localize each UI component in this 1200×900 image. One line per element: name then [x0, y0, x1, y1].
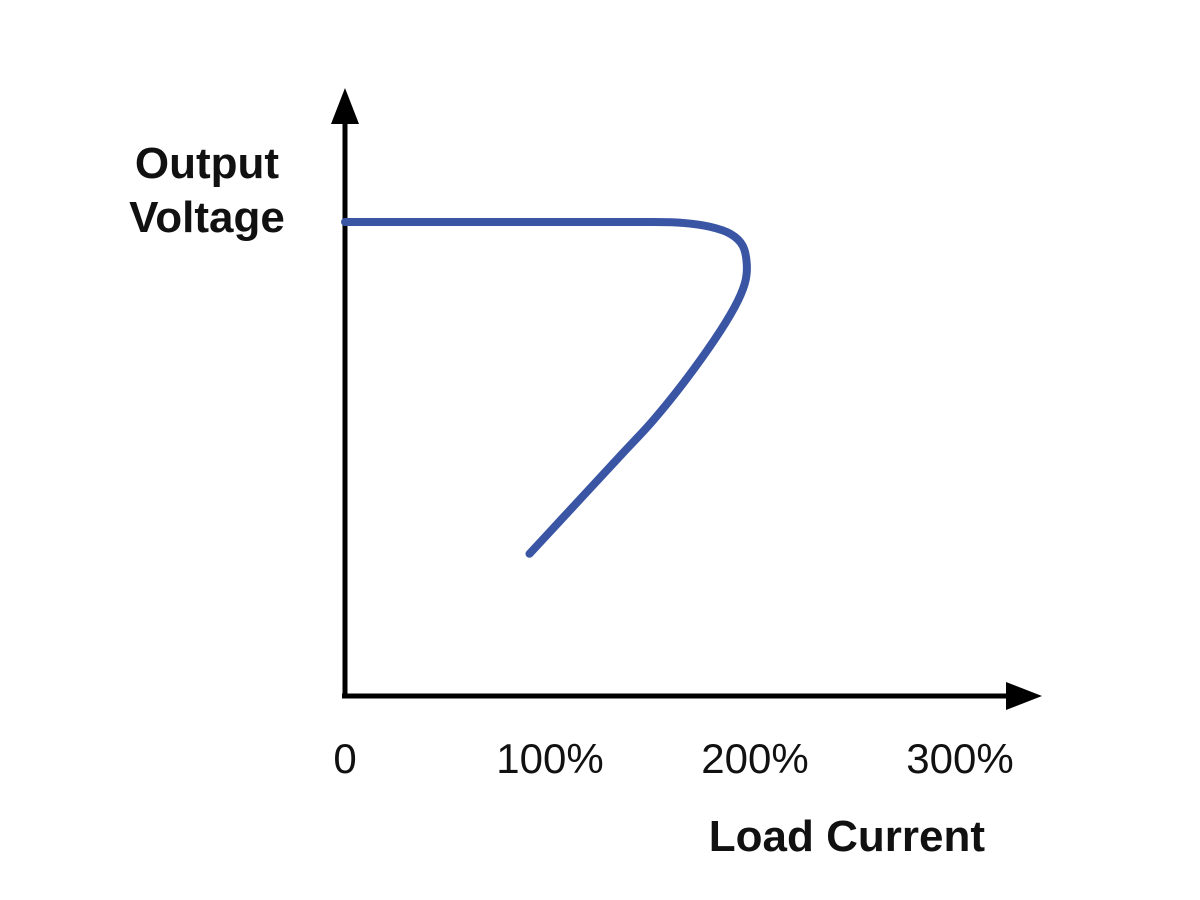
x-tick-label: 100%: [496, 735, 603, 782]
x-tick-label: 0: [333, 735, 356, 782]
y-axis-label-line-1: Output: [135, 139, 280, 188]
series-group: [341, 217, 751, 558]
x-axis-arrow-icon: [1006, 682, 1042, 710]
x-tick-label: 200%: [701, 735, 808, 782]
y-axis-arrow-icon: [331, 88, 359, 124]
series-line: [341, 217, 751, 558]
x-tick-label: 300%: [906, 735, 1013, 782]
x-axis-label: Load Current: [709, 812, 986, 861]
y-axis-label-line-2: Voltage: [129, 193, 285, 242]
x-tick-labels: 0 100% 200% 300%: [333, 735, 1013, 782]
